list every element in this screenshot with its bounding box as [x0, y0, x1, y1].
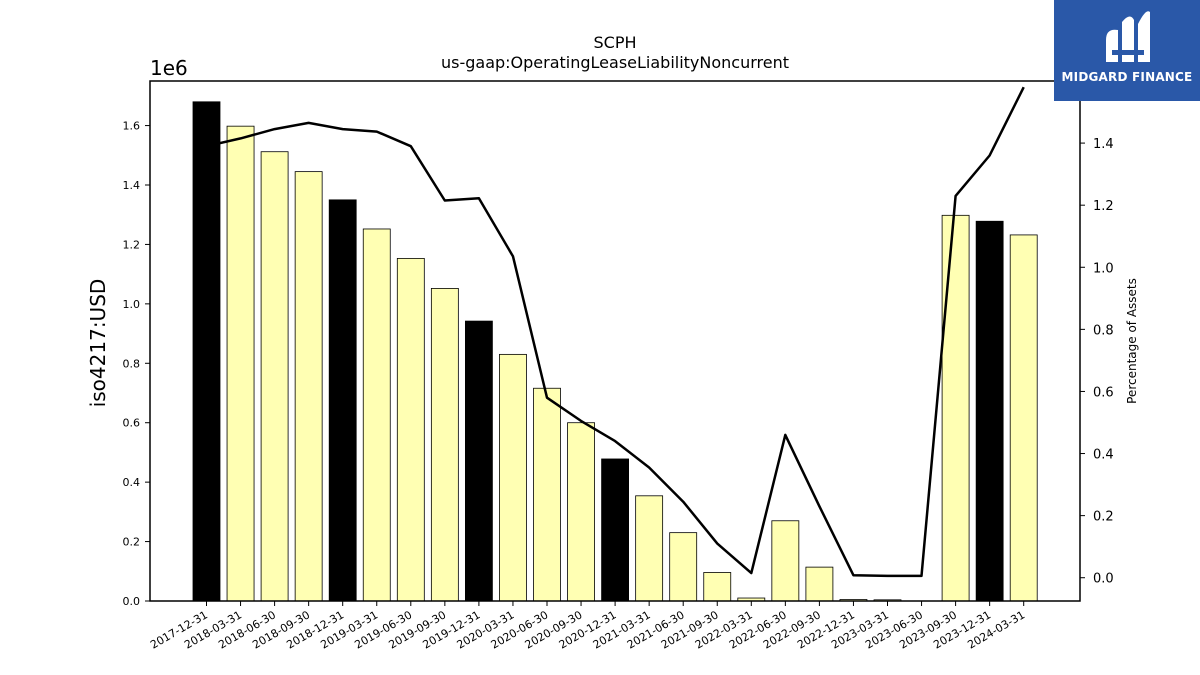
bar — [771, 520, 800, 602]
y-tick-label: 0.0 — [123, 595, 141, 608]
y-tick-label: 1.6 — [123, 120, 141, 133]
midgard-finance-logo: MIDGARD FINANCE — [1054, 0, 1200, 101]
bar — [362, 228, 391, 602]
y2-tick-label: 0.6 — [1093, 385, 1114, 400]
y2-axis-label: Percentage of Assets — [1125, 278, 1139, 404]
bar — [192, 101, 221, 602]
y-tick-label: 0.8 — [123, 357, 141, 370]
bar — [226, 125, 255, 602]
bar — [396, 257, 425, 602]
bar — [430, 288, 459, 602]
y-tick-label: 0.6 — [123, 417, 141, 430]
bar — [533, 387, 561, 602]
bar — [1009, 234, 1038, 602]
y-tick-label: 0.4 — [123, 476, 141, 489]
y-axis-label: iso4217:USD — [86, 279, 110, 408]
y2-tick-label: 0.0 — [1093, 572, 1114, 587]
y2-tick-label: 0.4 — [1093, 448, 1114, 463]
chart-subtitle: us-gaap:OperatingLeaseLiabilityNoncurren… — [441, 53, 789, 72]
y2-tick-label: 1.2 — [1093, 199, 1114, 214]
bar — [464, 320, 493, 602]
left-axis-ticks: 0.0 0.2 0.4 0.6 0.8 1.0 1.2 1.4 1.6 — [123, 120, 150, 608]
bar — [941, 214, 970, 602]
bar — [635, 495, 664, 602]
bar — [499, 353, 527, 602]
plot-frame — [149, 80, 1081, 602]
bars-group — [192, 101, 1038, 602]
y-tick-label: 1.4 — [123, 179, 141, 192]
bar — [975, 220, 1004, 602]
bar — [294, 171, 323, 602]
right-axis-ticks: 0.0 0.2 0.4 0.6 0.8 1.0 1.2 1.4 — [1080, 137, 1114, 587]
y2-tick-label: 0.2 — [1093, 510, 1114, 525]
chart-title: SCPH — [593, 33, 636, 52]
y-tick-label: 1.2 — [123, 238, 141, 251]
logo-text: MIDGARD FINANCE — [1061, 70, 1193, 84]
y-offset-label: 1e6 — [150, 56, 188, 80]
bar — [669, 532, 698, 602]
percentage-line — [206, 86, 1025, 578]
x-axis-ticks: 2017-12-312018-03-312018-06-302018-09-30… — [148, 601, 1027, 652]
y2-tick-label: 1.0 — [1093, 261, 1114, 276]
y-tick-label: 1.0 — [123, 298, 141, 311]
logo-mark-icon — [1106, 11, 1150, 63]
bar — [567, 422, 595, 602]
y-tick-label: 0.2 — [123, 536, 141, 549]
bar — [260, 151, 289, 602]
bar — [601, 458, 629, 602]
bar — [328, 199, 357, 602]
bar — [703, 572, 732, 602]
y2-tick-label: 1.4 — [1093, 137, 1114, 152]
y2-tick-label: 0.8 — [1093, 323, 1114, 338]
bar — [805, 566, 834, 602]
